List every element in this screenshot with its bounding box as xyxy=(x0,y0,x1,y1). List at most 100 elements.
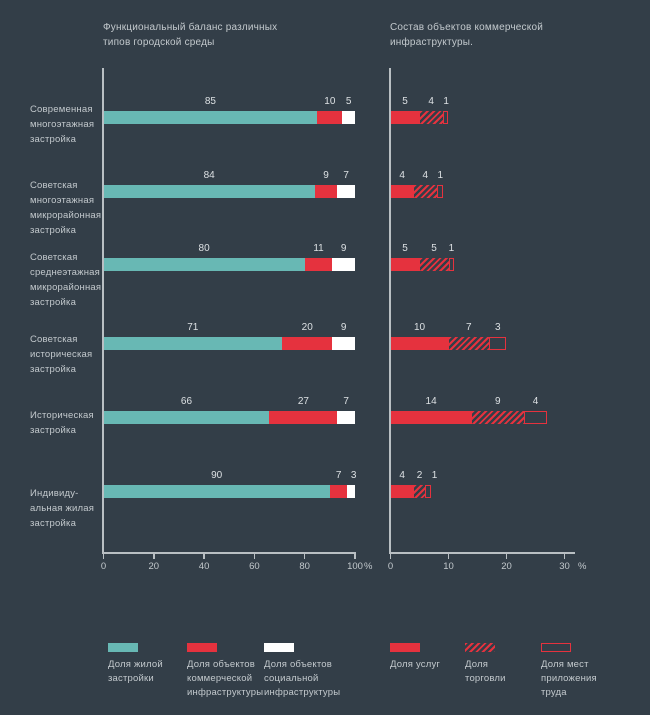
bar-value-label: 14 xyxy=(425,396,437,407)
bar-segment-red xyxy=(390,185,414,198)
axis-tick-label: 20 xyxy=(148,561,160,572)
bar-value-label: 2 xyxy=(416,470,423,481)
axis-tick xyxy=(203,553,205,559)
bar-segment-teal xyxy=(103,337,283,350)
bar-segment-hatch xyxy=(413,185,437,198)
axis-tick xyxy=(253,553,256,559)
axis-tick xyxy=(354,553,356,559)
bar-segment-red xyxy=(282,337,333,350)
legend-swatch-outline xyxy=(541,643,571,652)
axis-tick-label: 100 xyxy=(347,561,363,572)
category-label: Советская многоэтажная микрорайонная зас… xyxy=(30,180,102,236)
bar-value-label: 4 xyxy=(428,96,434,107)
category-label: Современная многоэтажная застройка xyxy=(30,104,95,145)
bar-segment-red xyxy=(304,258,333,271)
bar-segment-teal xyxy=(103,111,318,124)
bar-value-label: 84 xyxy=(203,170,215,181)
legend-swatch-red xyxy=(390,643,420,652)
bar-segment-white xyxy=(342,111,355,124)
axis-unit-label: % xyxy=(364,561,373,572)
bar-segment-white xyxy=(332,337,355,350)
bar-segment-hatch xyxy=(413,485,426,498)
bar-value-label: 3 xyxy=(495,322,501,333)
axis-tick-label: 20 xyxy=(501,561,512,572)
axis-tick xyxy=(102,553,105,559)
legend-label: Доля объектов коммерческой инфраструктур… xyxy=(187,659,264,698)
axis-tick-label: 80 xyxy=(299,561,310,572)
bar-segment-teal xyxy=(103,185,315,198)
bar-value-label: 10 xyxy=(324,96,336,107)
bar-value-label: 4 xyxy=(532,396,539,407)
legend-swatch-red xyxy=(187,643,217,652)
legend-label: Доля торговли xyxy=(465,659,506,684)
bar-value-label: 5 xyxy=(402,96,408,107)
left-panel-title: Функциональный баланс различных типов го… xyxy=(103,22,278,48)
bar-value-label: 4 xyxy=(422,170,429,181)
legend-label: Доля объектов социальной инфраструктуры xyxy=(264,659,341,698)
bar-segment-outline xyxy=(448,258,455,271)
axis-tick-label: 40 xyxy=(198,561,210,572)
legend-swatch-teal xyxy=(108,643,138,652)
bar-value-label: 1 xyxy=(443,96,449,107)
bar-segment-red xyxy=(329,485,348,498)
category-label: Индивиду- альная жилая застройка xyxy=(30,488,95,529)
bar-value-label: 9 xyxy=(495,396,501,407)
bar-segment-red xyxy=(390,485,414,498)
y-axis-line xyxy=(102,68,104,552)
legend-label: Доля услуг xyxy=(390,659,441,670)
bar-value-label: 9 xyxy=(340,322,347,333)
bar-value-label: 7 xyxy=(335,470,342,481)
axis-tick xyxy=(303,553,306,559)
axis-tick-label: 0 xyxy=(100,561,107,572)
bar-value-label: 5 xyxy=(431,243,437,254)
bar-value-label: 5 xyxy=(402,243,408,254)
legend-swatch-white xyxy=(264,643,294,652)
axis-unit-label: % xyxy=(578,561,587,572)
bar-segment-red xyxy=(314,185,338,198)
bar-value-label: 27 xyxy=(297,396,309,407)
bar-value-label: 20 xyxy=(301,322,313,333)
bar-value-label: 1 xyxy=(437,170,444,181)
bar-value-label: 4 xyxy=(399,170,405,181)
axis-tick-label: 0 xyxy=(387,561,394,572)
category-label: Советская историческая застройка xyxy=(30,334,93,375)
category-label: Советская среднеэтажная микрорайонная за… xyxy=(30,252,102,308)
bar-segment-red xyxy=(390,411,472,424)
x-axis-line xyxy=(102,552,356,554)
bar-segment-white xyxy=(337,185,355,198)
axis-tick xyxy=(563,553,566,559)
axis-tick xyxy=(389,553,392,559)
y-axis-line xyxy=(389,68,391,552)
bar-value-label: 80 xyxy=(198,243,210,254)
bar-segment-outline xyxy=(436,185,443,198)
bar-value-label: 9 xyxy=(323,170,329,181)
right-panel-title: Состав объектов коммерческой инфраструкт… xyxy=(390,22,543,48)
bar-value-label: 11 xyxy=(313,243,324,254)
bar-value-label: 4 xyxy=(399,470,405,481)
x-axis-line xyxy=(389,552,575,554)
axis-tick xyxy=(505,553,508,559)
bar-segment-red xyxy=(269,411,338,424)
bar-segment-hatch xyxy=(448,337,490,350)
bar-value-label: 1 xyxy=(431,470,438,481)
bar-value-label: 9 xyxy=(340,243,347,254)
bar-value-label: 1 xyxy=(448,243,455,254)
axis-tick-label: 10 xyxy=(443,561,454,572)
bar-value-label: 85 xyxy=(204,96,216,107)
bar-value-label: 10 xyxy=(413,322,426,333)
legend-label: Доля мест приложения труда xyxy=(541,659,597,698)
category-label: Историческая застройка xyxy=(30,410,94,436)
bar-segment-white xyxy=(332,258,355,271)
bar-value-label: 90 xyxy=(211,470,223,481)
legend-swatch-hatch xyxy=(465,643,495,652)
bar-value-label: 7 xyxy=(343,396,349,407)
bar-segment-white xyxy=(347,485,355,498)
bar-segment-teal xyxy=(103,485,330,498)
bar-segment-hatch xyxy=(419,258,449,271)
bar-value-label: 71 xyxy=(187,322,199,333)
axis-tick-label: 30 xyxy=(559,561,570,572)
bar-segment-red xyxy=(317,111,343,124)
legend-label: Доля жилой застройки xyxy=(108,659,163,684)
bar-segment-outline xyxy=(425,485,432,498)
